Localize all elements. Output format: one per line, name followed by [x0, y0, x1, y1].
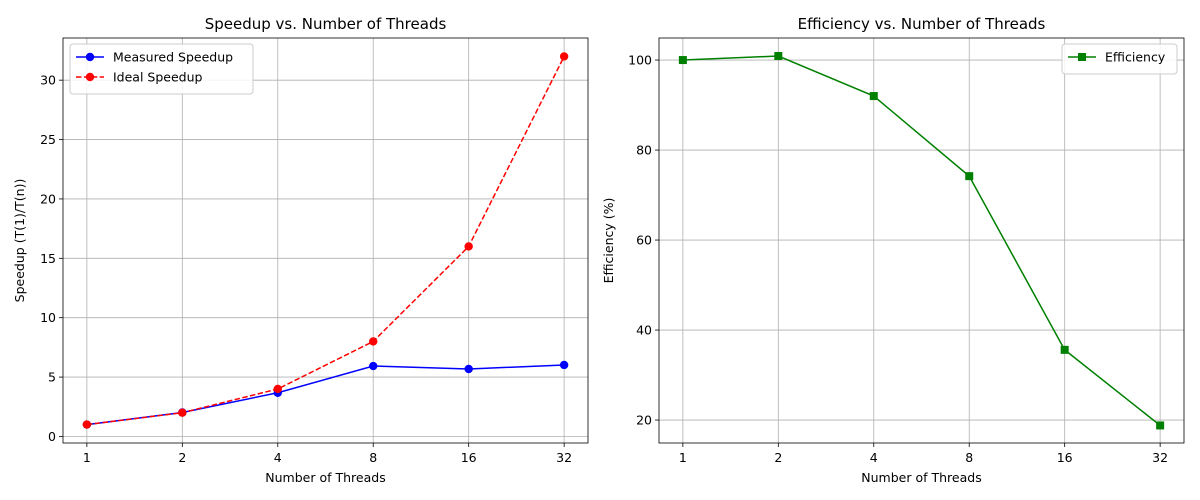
- y-tick-label: 20: [636, 413, 652, 428]
- x-tick-label: 1: [679, 450, 687, 465]
- series-efficiency: [679, 52, 1164, 429]
- y-tick-label: 40: [636, 323, 652, 338]
- y-axis-label: Speedup (T(1)/T(n)): [12, 179, 27, 303]
- data-point: [464, 242, 472, 250]
- data-point: [774, 52, 782, 60]
- legend: Measured Speedup Ideal Speedup: [70, 44, 253, 94]
- axes-frame: [63, 38, 588, 443]
- y-tick-label: 80: [636, 143, 652, 158]
- x-tick-label: 16: [1057, 450, 1073, 465]
- data-point: [178, 409, 186, 417]
- legend-marker: [1078, 53, 1086, 61]
- chart-title: Speedup vs. Number of Threads: [205, 15, 447, 33]
- data-point: [464, 365, 472, 373]
- x-tick-label: 1: [83, 450, 91, 465]
- chart-speedup: 1 2 4 8 16 32 0 5 10 15 20 25 30 Speedup vs. Number o…: [12, 15, 588, 485]
- data-point: [1156, 421, 1164, 429]
- data-point: [679, 56, 687, 64]
- data-point: [965, 172, 973, 180]
- x-axis-label: Number of Threads: [861, 470, 981, 485]
- x-tick-label: 32: [1152, 450, 1168, 465]
- x-tick-label: 2: [774, 450, 782, 465]
- data-point: [274, 385, 282, 393]
- legend-marker: [86, 73, 94, 81]
- x-tick-label: 8: [965, 450, 973, 465]
- x-tick-label: 32: [556, 450, 572, 465]
- series-line: [683, 56, 1160, 425]
- data-point: [870, 92, 878, 100]
- data-point: [83, 420, 91, 428]
- y-axis-label: Efficiency (%): [601, 198, 616, 284]
- data-point: [1061, 346, 1069, 354]
- legend: Efficiency: [1062, 44, 1177, 74]
- y-tick-label: 0: [48, 429, 56, 444]
- x-tick-label: 2: [178, 450, 186, 465]
- x-axis-label: Number of Threads: [265, 470, 385, 485]
- legend-marker: [86, 53, 94, 61]
- legend-label: Ideal Speedup: [113, 70, 203, 85]
- x-tick-label: 8: [369, 450, 377, 465]
- y-tick-label: 20: [40, 191, 56, 206]
- legend-label: Measured Speedup: [113, 50, 233, 65]
- data-point: [560, 361, 568, 369]
- chart-efficiency: 1 2 4 8 16 32 20 40 60 80 100 Efficiency vs. Number…: [601, 15, 1184, 485]
- data-point: [369, 362, 377, 370]
- x-tick-label: 4: [870, 450, 878, 465]
- data-point: [369, 337, 377, 345]
- y-tick-label: 100: [628, 53, 652, 68]
- legend-label: Efficiency: [1105, 50, 1166, 65]
- y-tick-label: 30: [40, 73, 56, 88]
- y-tick-label: 5: [48, 370, 56, 385]
- y-tick-label: 10: [40, 310, 56, 325]
- series-line: [87, 56, 564, 424]
- y-tick-label: 25: [40, 132, 56, 147]
- series-measured-speedup: [83, 361, 569, 429]
- data-point: [560, 52, 568, 60]
- series-ideal-speedup: [83, 52, 569, 429]
- y-tick-label: 15: [40, 251, 56, 266]
- x-tick-label: 4: [274, 450, 282, 465]
- y-tick-label: 60: [636, 233, 652, 248]
- x-tick-label: 16: [461, 450, 477, 465]
- chart-title: Efficiency vs. Number of Threads: [798, 15, 1046, 33]
